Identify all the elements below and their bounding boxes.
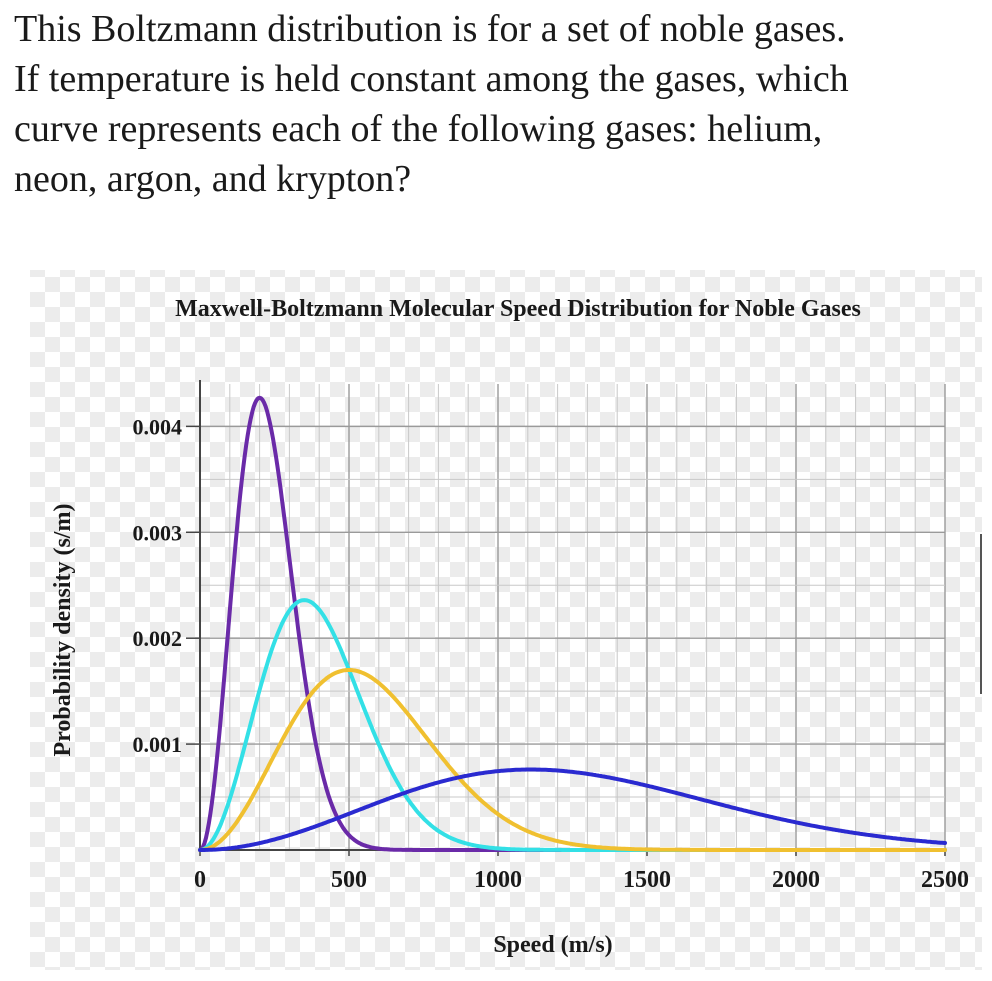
x-axis-label: Speed (m/s)	[493, 932, 612, 958]
chart-title: Maxwell-Boltzmann Molecular Speed Distri…	[175, 296, 861, 322]
question-line: If temperature is held constant among th…	[14, 58, 849, 100]
axes: 0 500 1000 1500 2000 2500 0.001 0.002 0.003 0.004	[133, 380, 969, 893]
y-tick-label: 0.003	[133, 520, 183, 545]
question-line: curve represents each of the following g…	[14, 108, 823, 150]
chart: 0 500 1000 1500 2000 2500 0.001 0.002 0.003 0.004…	[0, 262, 992, 976]
series-line	[198, 668, 947, 852]
x-tick-label: 1000	[474, 867, 522, 893]
x-tick-label: 0	[194, 867, 206, 893]
x-tick-label: 1500	[623, 867, 671, 893]
series-group	[198, 395, 947, 852]
y-tick-label: 0.004	[133, 414, 183, 439]
chart-svg: 0 500 1000 1500 2000 2500 0.001 0.002 0.003 0.004…	[30, 270, 982, 970]
y-tick-label: 0.001	[133, 732, 183, 757]
y-tick-label: 0.002	[133, 626, 183, 651]
x-tick-label: 500	[331, 867, 367, 893]
y-axis-label: Probability density (s/m)	[50, 504, 76, 757]
series-line	[198, 767, 947, 852]
x-tick-label: 2500	[921, 867, 969, 893]
labels: Maxwell-Boltzmann Molecular Speed Distri…	[50, 296, 861, 958]
question-text: This Boltzmann distribution is for a set…	[14, 4, 974, 204]
question-line: neon, argon, and krypton?	[14, 158, 412, 200]
x-tick-label: 2000	[772, 867, 820, 893]
chart-background	[30, 270, 982, 970]
question-line: This Boltzmann distribution is for a set…	[14, 8, 846, 50]
